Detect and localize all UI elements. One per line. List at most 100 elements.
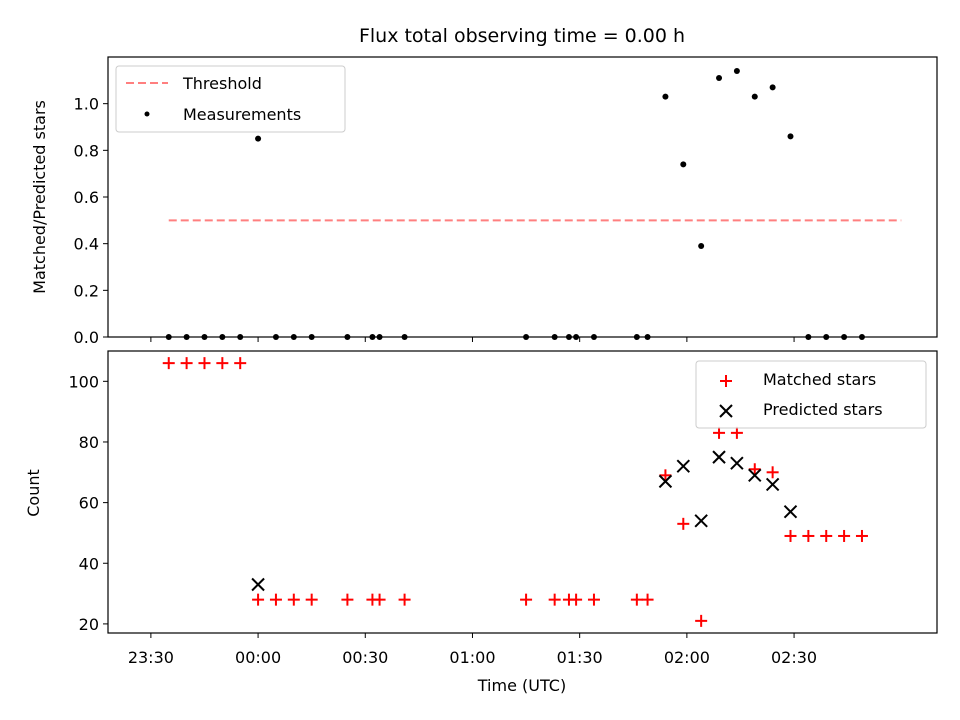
chart-title: Flux total observing time = 0.00 h (359, 25, 685, 47)
predicted-star-point (748, 468, 762, 483)
matched-star-point (695, 614, 708, 627)
top-y-axis-label: Matched/Predicted stars (30, 100, 49, 294)
matched-star-point (520, 593, 533, 606)
predicted-star-point (658, 474, 673, 489)
top-y-tick-label: 0.2 (74, 281, 99, 300)
predicted-x-b (658, 474, 673, 489)
measurement-point (201, 334, 208, 340)
measurement-point (183, 334, 190, 340)
measurement-point (237, 334, 244, 340)
matched-star-point (677, 517, 690, 530)
bottom-series (162, 357, 868, 627)
predicted-x-b (765, 477, 780, 492)
bottom-x-tick-label: 23:30 (128, 648, 174, 667)
predicted-x-b (783, 505, 798, 519)
bottom-x-tick-label: 01:00 (449, 648, 495, 667)
bottom-y-tick-label: 80 (79, 433, 99, 452)
matched-star-point (287, 593, 300, 606)
matched-star-point (548, 593, 561, 606)
bottom-legend-box (695, 360, 927, 429)
matched-star-point (269, 593, 282, 606)
legend-measurements-label: Measurements (183, 105, 301, 124)
bottom-y-tick-label: 100 (68, 372, 99, 391)
matched-star-point (198, 357, 211, 370)
predicted-star-point (694, 514, 708, 528)
top-y-tick-label: 0.6 (74, 188, 99, 207)
predicted-x-b (694, 514, 708, 528)
legend-measurements-swatch (144, 111, 150, 117)
bottom-x-ticks: 23:30 00:00 00:30 01:00 01:30 02:00 02:30 (128, 633, 817, 667)
top-legend-box (115, 65, 346, 133)
legend-predicted-label: Predicted stars (763, 400, 883, 419)
matched-star-point (162, 357, 175, 370)
matched-star-point (398, 593, 411, 606)
top-legend: Threshold Measurements (115, 65, 346, 133)
measurement-point (769, 84, 776, 91)
matched-star-point (570, 593, 583, 606)
bottom-panel: Count Time (UTC) 20 40 60 80 100 23:30 00:00 0… (24, 350, 938, 695)
matched-star-point (766, 466, 779, 479)
measurement-point (308, 334, 315, 340)
measurement-point (716, 75, 723, 81)
matched-star-point (838, 529, 851, 542)
top-y-tick-label: 0.0 (74, 328, 99, 347)
predicted-star-point (676, 459, 691, 473)
top-y-tick-label: 1.0 (74, 95, 99, 114)
predicted-star-point (730, 456, 744, 470)
top-y-ticks: 0.0 0.2 0.4 0.6 0.8 1.0 (74, 95, 108, 347)
top-y-tick-label: 0.4 (74, 235, 99, 254)
measurement-point (344, 334, 351, 340)
predicted-star-point (251, 577, 265, 592)
bottom-plot-frame (107, 350, 938, 634)
matched-star-point (630, 593, 643, 606)
measurement-point (823, 334, 830, 340)
measurement-point (401, 334, 408, 340)
matched-star-point (820, 529, 833, 542)
measurement-point (805, 334, 812, 340)
matched-star-point (784, 529, 797, 542)
legend-matched-label: Matched stars (763, 370, 876, 389)
measurement-point (680, 161, 687, 168)
bottom-x-tick-label: 00:00 (235, 648, 281, 667)
legend-predicted-swatch (719, 404, 733, 418)
top-x-ticks (150, 337, 795, 342)
matched-star-point (659, 469, 672, 482)
measurement-point (369, 334, 376, 340)
matched-star-point (252, 593, 265, 606)
matched-star-point (373, 593, 386, 606)
matched-star-point (216, 357, 229, 370)
bottom-x-tick-label: 01:30 (557, 648, 603, 667)
measurement-point (858, 334, 865, 340)
top-series (165, 68, 902, 340)
bottom-y-ticks: 20 40 60 80 100 (68, 372, 108, 634)
matched-star-point (855, 529, 868, 542)
measurement-point (733, 68, 740, 74)
measurement-point (787, 133, 794, 140)
matched-star-point (180, 357, 193, 370)
bottom-x-tick-label: 02:30 (771, 648, 817, 667)
predicted-star-point (783, 505, 798, 519)
bottom-y-axis-label: Count (24, 469, 43, 517)
measurement-point (841, 334, 848, 340)
matched-star-point (341, 593, 354, 606)
measurement-point (662, 93, 669, 100)
matched-star-point (713, 426, 726, 439)
measurement-point (219, 334, 226, 340)
measurement-point (165, 334, 172, 340)
predicted-x-b (730, 456, 744, 470)
bottom-y-tick-label: 40 (79, 554, 99, 573)
matched-star-point (641, 593, 654, 606)
measurement-point (523, 334, 530, 340)
measurement-point (255, 135, 262, 142)
predicted-x-b (748, 468, 762, 483)
bottom-y-tick-label: 60 (79, 494, 99, 513)
predicted-x-b (251, 577, 265, 592)
matched-star-point (305, 593, 318, 606)
bottom-y-tick-label: 20 (79, 615, 99, 634)
matched-star-point (587, 593, 600, 606)
legend-threshold-label: Threshold (182, 74, 262, 93)
measurement-point (376, 334, 383, 340)
predicted-star-point (765, 477, 780, 492)
measurement-point (272, 334, 279, 340)
